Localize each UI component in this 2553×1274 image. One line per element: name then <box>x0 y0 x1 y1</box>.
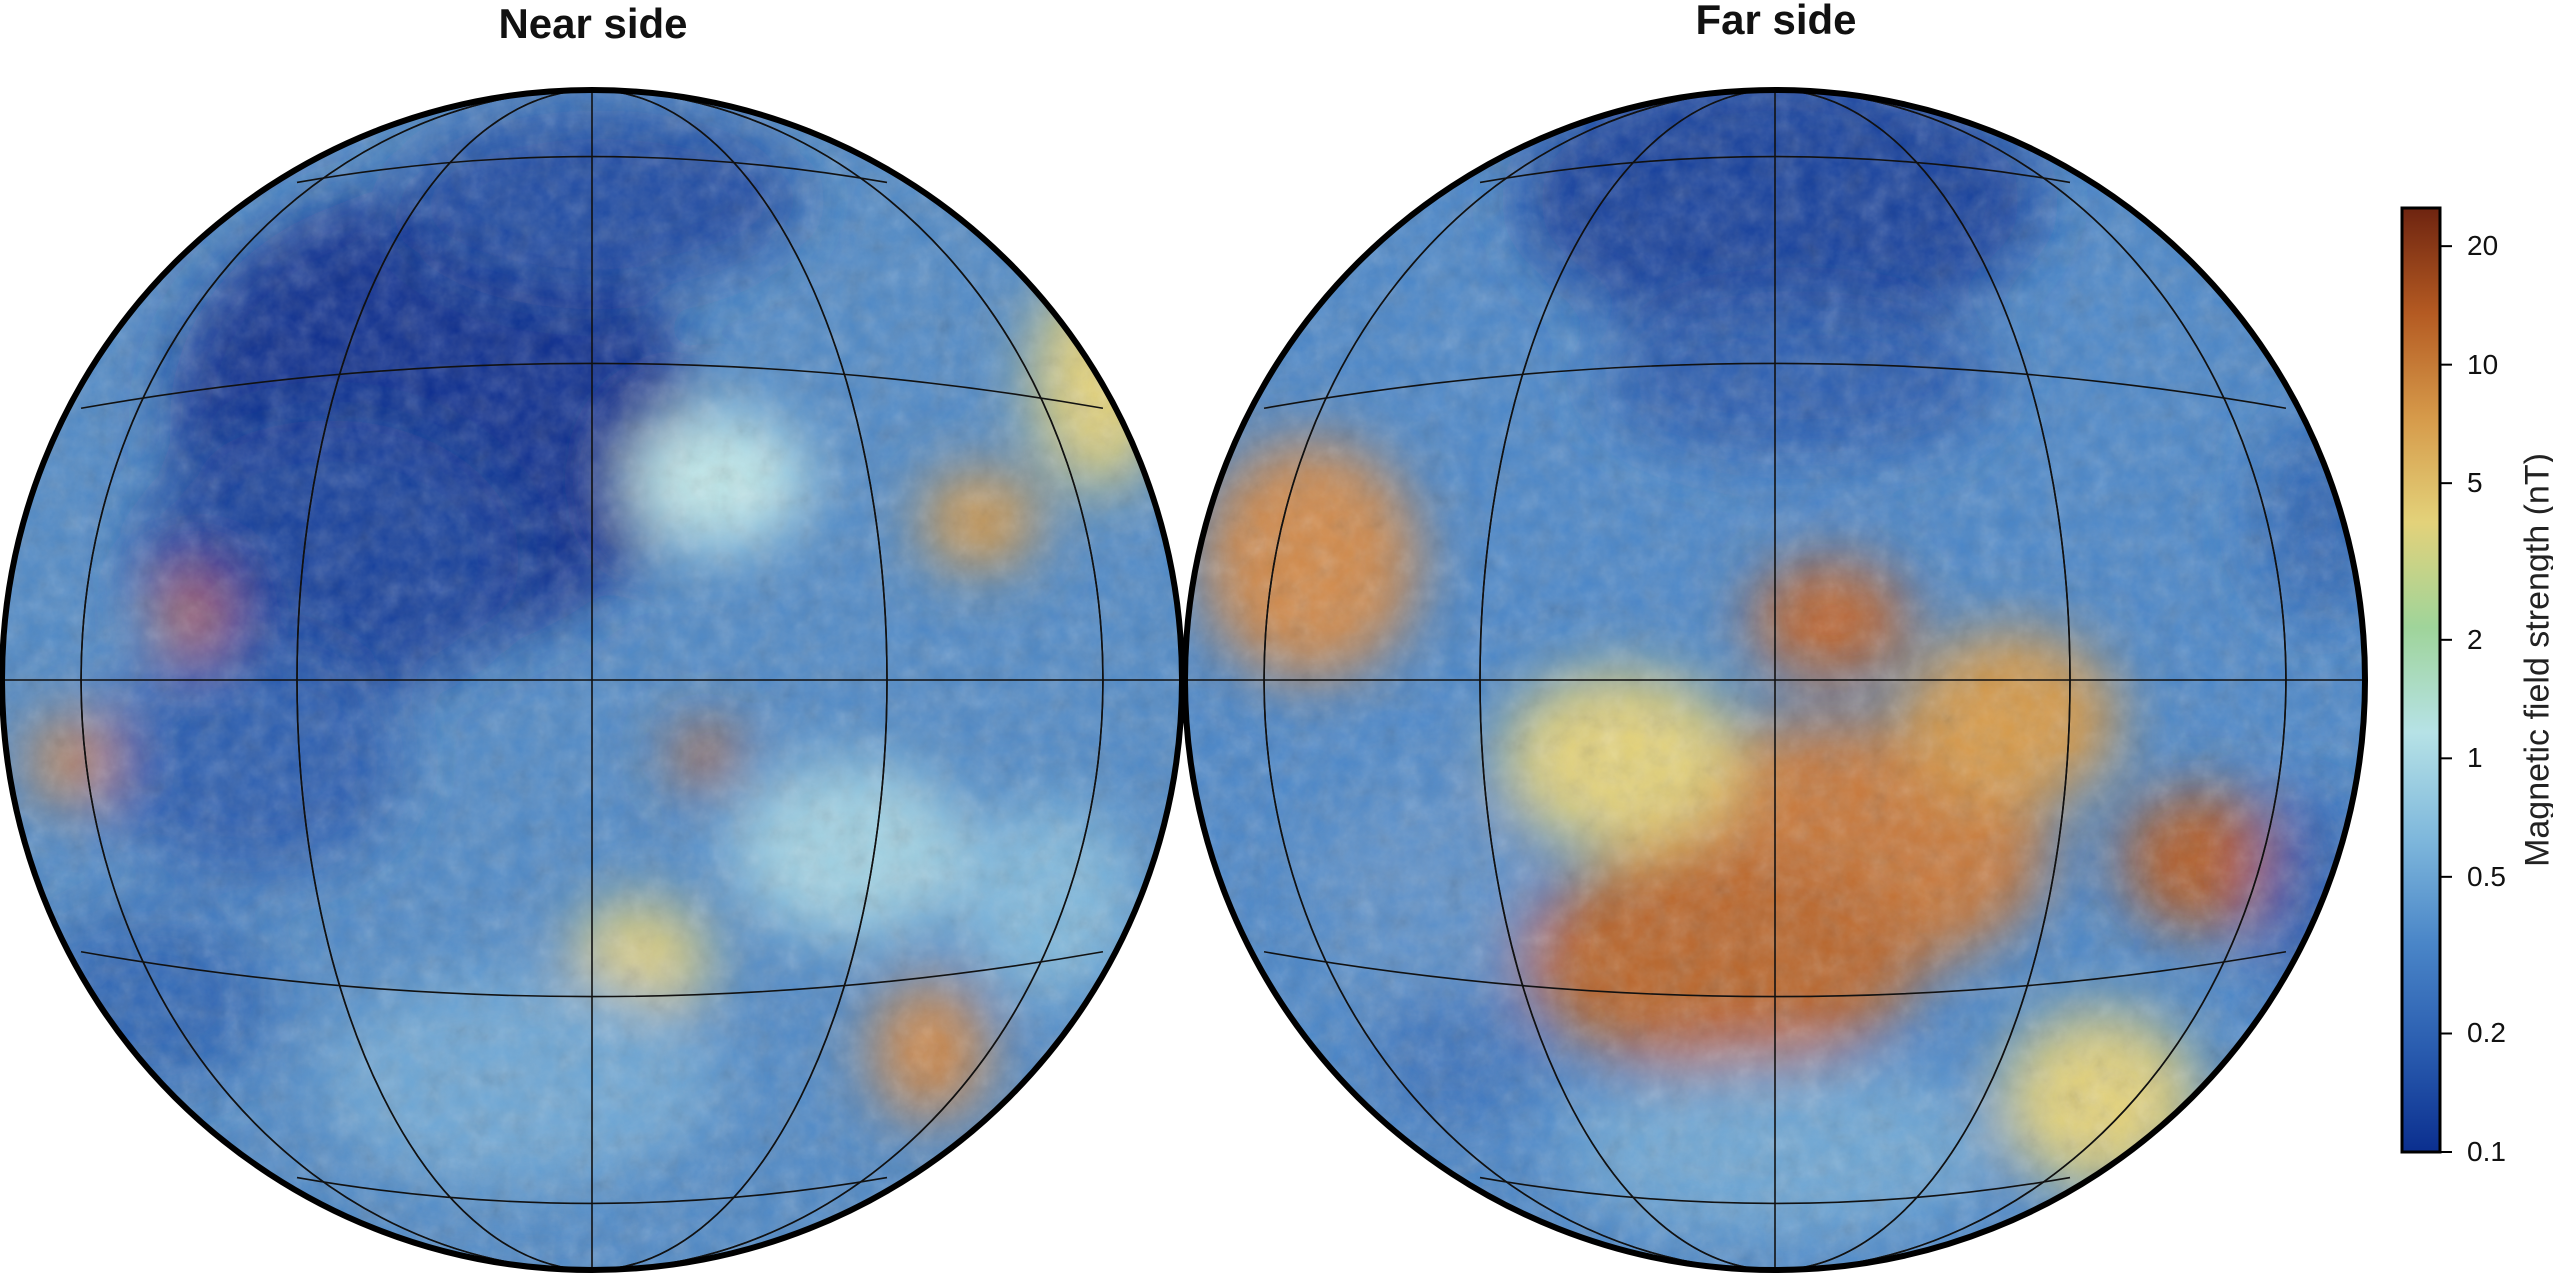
colorbar-tick-label: 20 <box>2467 230 2499 262</box>
colorbar-tick-label: 2 <box>2467 623 2483 655</box>
colorbar-label: Magnetic field strength (nT) <box>2518 453 2553 867</box>
latitude-line <box>1263 362 2287 410</box>
latitude-line <box>1263 950 2287 998</box>
latitude-line <box>80 950 1104 998</box>
near-side-title: Near side <box>498 0 688 47</box>
latitude-line <box>80 362 1104 410</box>
colorbar-tick-label: 0.1 <box>2467 1136 2506 1167</box>
far-side-outline <box>1182 87 2368 1273</box>
far-side-title: Far side <box>1695 0 1857 43</box>
colorbar-tick-label: 5 <box>2467 467 2483 499</box>
colorbar-tick-label: 1 <box>2467 742 2483 774</box>
far-side-graticule <box>1185 90 2365 1270</box>
colorbar-ticks <box>2440 245 2452 1153</box>
latitude-line <box>1479 155 2071 184</box>
colorbar-tick-label: 0.5 <box>2467 860 2506 892</box>
colorbar <box>2400 206 2452 1154</box>
colorbar-tick-label: 0.2 <box>2467 1017 2506 1049</box>
colorbar-tick-label: 10 <box>2467 348 2499 380</box>
colorbar-scale <box>2400 206 2442 1154</box>
latitude-line <box>296 1176 888 1205</box>
latitude-line <box>296 155 888 184</box>
near-side-graticule <box>2 90 1182 1270</box>
latitude-line <box>1479 1176 2071 1205</box>
